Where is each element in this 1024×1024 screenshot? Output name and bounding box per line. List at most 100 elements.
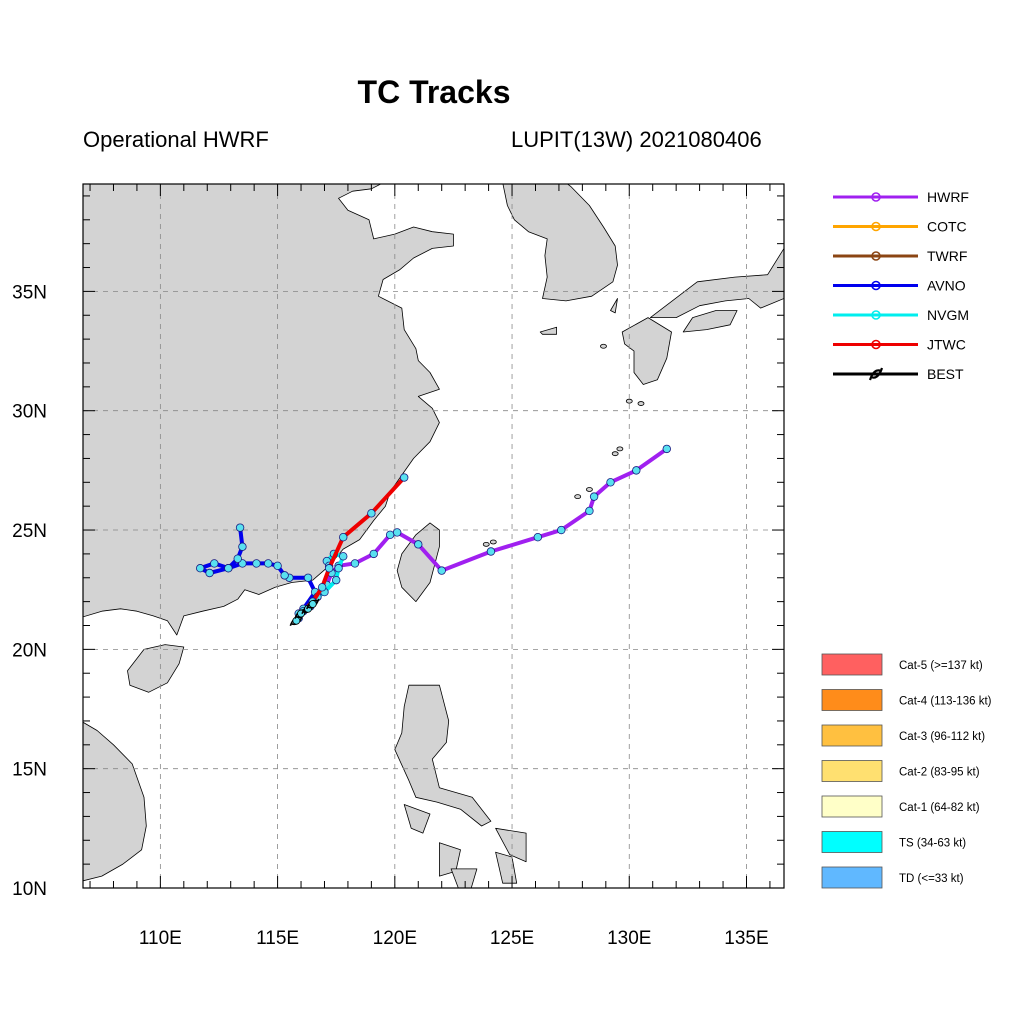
x-tick-label: 135E [724, 928, 768, 949]
islet-3 [586, 487, 593, 492]
y-tick-label: 15N [12, 760, 47, 781]
y-tick-label: 25N [12, 521, 47, 542]
land-luzon [394, 684, 492, 827]
track-point [385, 530, 395, 540]
category-label: TD (<=33 kt) [899, 873, 964, 885]
x-tick-label: 110E [139, 928, 182, 949]
land-leyte [495, 851, 518, 884]
track-point [399, 473, 409, 482]
category-label: Cat-3 (96-112 kt) [899, 731, 985, 743]
y-tick-label: 30N [12, 402, 47, 423]
track-point [533, 532, 543, 542]
legend-marker [871, 192, 881, 202]
category-legend: Cat-5 (>=137 kt) Cat-4 (113-136 kt) Cat-3 … [821, 653, 992, 889]
track-point [437, 566, 446, 575]
land-korea [502, 184, 618, 302]
track-point [224, 564, 233, 573]
plot-frame [82, 183, 785, 889]
category-label: Cat-5 (>=137 kt) [899, 660, 983, 672]
legend-label: NVGM [927, 307, 969, 323]
track-point [317, 583, 327, 592]
legend-label: HWRF [927, 189, 969, 205]
track-point [210, 559, 219, 568]
legend-item-jtwc: JTWC [833, 337, 966, 353]
legend-label: COTC [927, 219, 967, 235]
legend-item-best: BEST [833, 366, 964, 382]
category-label: Cat-4 (113-136 kt) [899, 696, 992, 708]
land-jeju [539, 326, 557, 335]
x-tick-label: 120E [373, 928, 417, 949]
track-point [369, 549, 378, 559]
land-mindoro [403, 804, 431, 834]
category-swatch [821, 724, 883, 747]
category-swatch [821, 866, 883, 889]
track-point [414, 540, 423, 549]
track-point [557, 525, 566, 535]
legend-marker [871, 310, 881, 320]
category-swatch [821, 689, 883, 711]
track-point [238, 542, 247, 551]
category-item: TD (<=33 kt) [821, 866, 964, 889]
category-item: Cat-2 (83-95 kt) [821, 760, 980, 782]
land-mindanao [460, 887, 525, 888]
x-tick-label: 130E [607, 928, 651, 949]
track-point [662, 444, 671, 454]
category-label: Cat-1 (64-82 kt) [899, 802, 980, 814]
track-point [252, 559, 261, 568]
track-point [235, 523, 245, 532]
tracks-layer [196, 444, 671, 627]
category-swatch [821, 653, 883, 676]
track-point [205, 568, 214, 578]
track-point [589, 492, 599, 501]
legend-label: BEST [927, 366, 964, 382]
x-tick-label: 125E [490, 928, 534, 949]
track-point [350, 559, 360, 568]
category-item: Cat-3 (96-112 kt) [821, 724, 985, 747]
category-item: Cat-5 (>=137 kt) [821, 653, 983, 676]
track-point [632, 466, 641, 475]
category-swatch [821, 831, 883, 853]
track-point [280, 571, 289, 580]
legend-label: AVNO [927, 278, 966, 294]
track-point [339, 552, 348, 561]
track-point [585, 506, 594, 516]
legend-marker [871, 280, 881, 291]
y-tick-label: 35N [12, 282, 47, 303]
best-track-point [308, 600, 317, 608]
grid-layer [83, 184, 784, 888]
best-track-point [292, 616, 301, 625]
category-item: Cat-1 (64-82 kt) [821, 795, 980, 818]
track-point [324, 564, 334, 573]
track-point [367, 509, 376, 518]
land-negros [450, 868, 478, 888]
model-subtitle: Operational HWRF [83, 127, 269, 152]
islet-5 [616, 446, 624, 452]
track-hwrf [294, 444, 671, 618]
islet-4 [611, 451, 619, 457]
axis-ticks: 110E 115E 120E 125E 130E 135E 10N 15N 20N 25N 30N 3… [12, 184, 784, 949]
track-point [486, 547, 496, 556]
category-swatch [821, 760, 883, 782]
track-point [273, 561, 282, 571]
islet-8 [600, 343, 607, 349]
legend-item-avno: AVNO [833, 278, 966, 294]
islet-2 [574, 494, 582, 500]
category-item: Cat-4 (113-136 kt) [821, 689, 992, 711]
legend-label: TWRF [927, 248, 967, 264]
track-point [392, 528, 402, 537]
legend-item-twrf: TWRF [833, 248, 967, 264]
legend-item-nvgm: NVGM [833, 307, 969, 323]
y-tick-label: 20N [12, 640, 47, 661]
track-point [303, 573, 313, 582]
legend-item-cotc: COTC [833, 219, 967, 235]
islet-1 [489, 539, 497, 545]
track-point [196, 564, 205, 573]
islet-0 [482, 541, 490, 547]
land-hainan [127, 644, 185, 693]
track-point [332, 575, 341, 585]
land-samar [495, 827, 527, 863]
legend-marker [871, 221, 881, 232]
legend-label: JTWC [927, 337, 966, 353]
